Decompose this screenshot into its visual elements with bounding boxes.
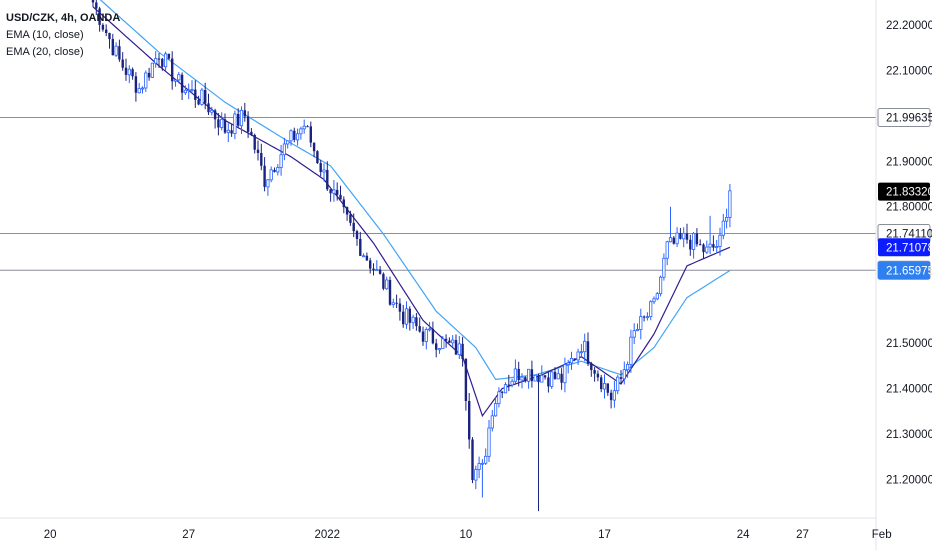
candle[interactable] <box>471 437 473 483</box>
price-tick-label: 21.30000 <box>886 429 932 441</box>
price-tick-label: 21.50000 <box>886 338 932 350</box>
price-tick-label: 21.20000 <box>886 474 932 486</box>
price-tick-label: 21.40000 <box>886 384 932 396</box>
candle[interactable] <box>534 375 536 381</box>
svg-text:21.71078: 21.71078 <box>886 242 932 254</box>
time-tick-label: 10 <box>460 529 473 541</box>
candle[interactable] <box>382 272 384 290</box>
last-price-badge: 21.83320 <box>878 183 932 201</box>
time-tick-label: 20 <box>44 529 57 541</box>
level-price-badge: 21.99635 <box>878 109 932 127</box>
time-tick-label: 17 <box>598 529 611 541</box>
price-tick-label: 22.10000 <box>886 65 932 77</box>
chart-legend: USD/CZK, 4h, OANDA EMA (10, close) EMA (… <box>6 10 120 61</box>
time-tick-label: 2022 <box>315 529 341 541</box>
ema10-badge: 21.71078 <box>878 238 932 256</box>
candle[interactable] <box>201 88 203 106</box>
svg-text:21.83320: 21.83320 <box>886 187 932 199</box>
candle[interactable] <box>659 276 661 297</box>
time-tick-label: 27 <box>796 529 809 541</box>
time-tick-label: Feb <box>872 529 892 541</box>
candle[interactable] <box>389 277 391 306</box>
ema-20-legend[interactable]: EMA (20, close) <box>6 44 120 61</box>
svg-text:21.65975: 21.65975 <box>886 265 932 277</box>
time-tick-label: 27 <box>182 529 195 541</box>
svg-text:21.99635: 21.99635 <box>886 113 932 125</box>
ema-10-legend[interactable]: EMA (10, close) <box>6 27 120 44</box>
ema20-badge: 21.65975 <box>878 261 932 279</box>
time-tick-label: 24 <box>737 529 750 541</box>
price-tick-label: 21.80000 <box>886 202 932 214</box>
candle[interactable] <box>316 150 318 164</box>
symbol-title[interactable]: USD/CZK, 4h, OANDA <box>6 10 120 27</box>
candle[interactable] <box>151 63 153 78</box>
candle[interactable] <box>551 371 553 389</box>
price-tick-label: 21.90000 <box>886 156 932 168</box>
price-tick-label: 22.20000 <box>886 20 932 32</box>
